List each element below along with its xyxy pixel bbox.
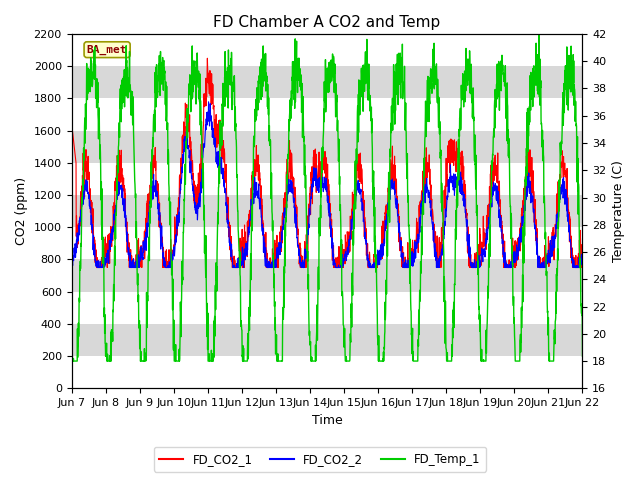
Bar: [72, 324, 582, 356]
Y-axis label: CO2 (ppm): CO2 (ppm): [15, 177, 28, 245]
X-axis label: Time: Time: [312, 414, 342, 427]
Bar: [72, 66, 582, 98]
Bar: [72, 131, 582, 163]
Legend: FD_CO2_1, FD_CO2_2, FD_Temp_1: FD_CO2_1, FD_CO2_2, FD_Temp_1: [154, 447, 486, 472]
Text: BA_met: BA_met: [87, 45, 127, 55]
Y-axis label: Temperature (C): Temperature (C): [612, 160, 625, 262]
Bar: [72, 260, 582, 292]
Bar: [72, 195, 582, 227]
Title: FD Chamber A CO2 and Temp: FD Chamber A CO2 and Temp: [213, 15, 440, 30]
